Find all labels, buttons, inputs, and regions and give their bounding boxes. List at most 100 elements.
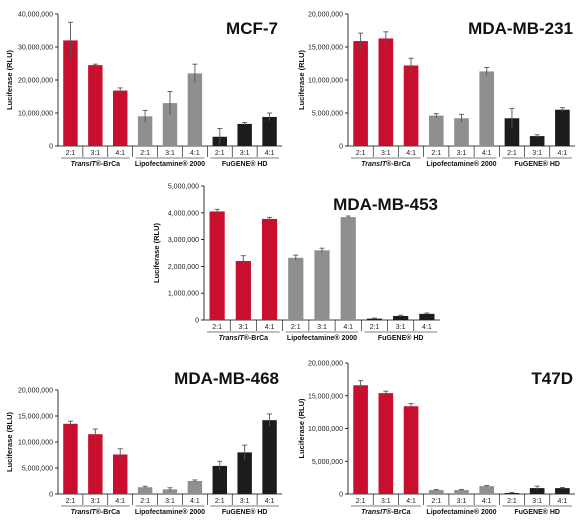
bar — [262, 420, 277, 494]
bar — [113, 90, 128, 146]
bar — [454, 490, 469, 494]
group-label: Lipofectamine® 2000 — [135, 508, 205, 516]
bar — [137, 116, 153, 146]
bar — [454, 118, 469, 146]
bar — [187, 73, 203, 146]
x-tick-label: 4:1 — [558, 150, 568, 157]
bar — [314, 250, 330, 320]
bar — [353, 41, 368, 147]
y-axis-label: Luciferase (RLU) — [5, 49, 14, 110]
x-tick-label: 3:1 — [381, 498, 391, 505]
x-tick-label: 4:1 — [190, 498, 200, 505]
y-tick-label: 20,000,000 — [18, 388, 53, 395]
bar — [353, 385, 368, 494]
bar — [393, 315, 409, 320]
group-label: TransIT®-BrCa — [361, 508, 410, 516]
x-tick-label: 3:1 — [240, 150, 250, 157]
x-tick-label: 4:1 — [265, 498, 275, 505]
bar — [555, 109, 570, 146]
bar — [237, 452, 252, 494]
bar — [504, 118, 520, 146]
y-tick-label: 0 — [49, 492, 53, 499]
x-tick-label: 2:1 — [66, 150, 76, 157]
x-tick-label: 3:1 — [457, 150, 467, 157]
y-tick-label: 1,000,000 — [168, 291, 199, 298]
y-axis-label: Luciferase (RLU) — [297, 49, 306, 110]
bar — [212, 465, 227, 494]
group-label: Lipofectamine® 2000 — [426, 508, 496, 516]
bar — [137, 487, 153, 494]
bar — [113, 454, 128, 494]
x-tick-label: 2:1 — [140, 498, 150, 505]
bar — [403, 406, 419, 494]
x-tick-label: 4:1 — [482, 150, 492, 157]
x-tick-label: 2:1 — [215, 150, 225, 157]
y-tick-label: 30,000,000 — [18, 45, 53, 52]
y-tick-label: 3,000,000 — [168, 237, 199, 244]
x-tick-label: 2:1 — [212, 324, 222, 331]
bar — [162, 103, 178, 146]
group-label: FuGENE® HD — [514, 160, 560, 168]
x-tick-label: 4:1 — [558, 498, 568, 505]
bar — [378, 393, 394, 494]
group-label: FuGENE® HD — [514, 508, 560, 516]
bar — [235, 261, 251, 320]
x-tick-label: 2:1 — [291, 324, 301, 331]
group-label: FuGENE® HD — [378, 334, 424, 342]
chart-t47d: T47D Luciferase (RLU) 0 5,000,000 10,000,000… — [297, 361, 575, 516]
group-label: TransIT®-BrCa — [361, 160, 410, 168]
y-tick-label: 15,000,000 — [308, 393, 343, 400]
x-tick-label: 3:1 — [317, 324, 327, 331]
x-tick-label: 4:1 — [265, 324, 275, 331]
x-tick-label: 4:1 — [406, 150, 416, 157]
y-tick-label: 5,000,000 — [168, 184, 199, 191]
chart-mcf-7: MCF-7 Luciferase (RLU) 0 10,000,000 20,000,0… — [5, 12, 282, 168]
y-tick-label: 20,000,000 — [18, 78, 53, 85]
x-tick-label: 2:1 — [215, 498, 225, 505]
y-tick-label: 40,000,000 — [18, 12, 53, 19]
y-tick-label: 10,000,000 — [308, 78, 343, 85]
y-tick-label: 15,000,000 — [18, 414, 53, 421]
y-tick-label: 15,000,000 — [308, 45, 343, 52]
y-tick-label: 10,000,000 — [308, 426, 343, 433]
bar — [209, 211, 225, 320]
group-label: Lipofectamine® 2000 — [426, 160, 496, 168]
x-tick-label: 2:1 — [431, 150, 441, 157]
x-tick-label: 2:1 — [356, 150, 366, 157]
x-tick-label: 2:1 — [140, 150, 150, 157]
y-tick-label: 20,000,000 — [308, 12, 343, 19]
bar — [479, 71, 495, 146]
y-axis-label: Luciferase (RLU) — [152, 222, 161, 283]
chart-title: MDA-MB-468 — [174, 369, 279, 388]
chart-mda-mb-468: MDA-MB-468 Luciferase (RLU) 0 5,000,000 10,0… — [5, 369, 282, 516]
group-label: Lipofectamine® 2000 — [135, 160, 205, 168]
y-tick-label: 0 — [339, 144, 343, 151]
y-tick-label: 5,000,000 — [312, 459, 343, 466]
x-tick-label: 3:1 — [240, 498, 250, 505]
bar — [288, 257, 304, 320]
group-label: Lipofectamine® 2000 — [287, 334, 357, 342]
x-tick-label: 4:1 — [115, 150, 125, 157]
x-tick-label: 4:1 — [482, 498, 492, 505]
bar — [529, 488, 545, 494]
x-tick-label: 4:1 — [115, 498, 125, 505]
bar — [428, 490, 444, 494]
x-tick-label: 2:1 — [370, 324, 380, 331]
y-tick-label: 5,000,000 — [312, 111, 343, 118]
x-tick-label: 4:1 — [406, 498, 416, 505]
bar — [366, 318, 383, 320]
x-tick-label: 4:1 — [190, 150, 200, 157]
bar — [403, 65, 419, 146]
x-tick-label: 4:1 — [265, 150, 275, 157]
y-tick-label: 2,000,000 — [168, 264, 199, 271]
x-tick-label: 3:1 — [165, 150, 175, 157]
x-tick-label: 3:1 — [457, 498, 467, 505]
y-tick-label: 5,000,000 — [22, 466, 53, 473]
x-tick-label: 2:1 — [507, 498, 517, 505]
bar — [479, 486, 495, 494]
x-tick-label: 2:1 — [431, 498, 441, 505]
chart-mda-mb-231: MDA-MB-231 Luciferase (RLU) 0 5,000,000 10,0… — [297, 12, 575, 168]
bar — [378, 38, 394, 146]
chart-title: MCF-7 — [226, 19, 278, 38]
x-tick-label: 3:1 — [90, 150, 100, 157]
